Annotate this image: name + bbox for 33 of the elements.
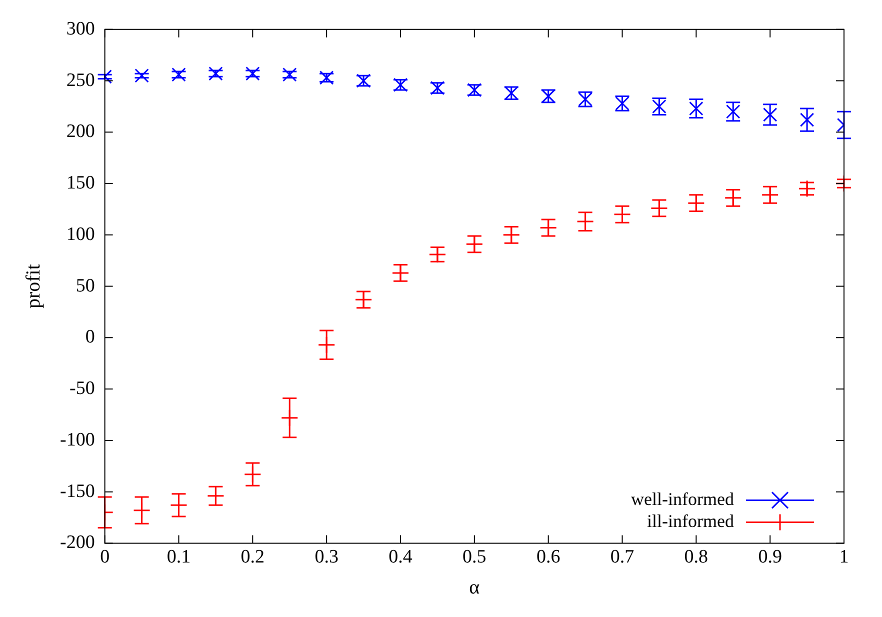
y-tick-label: 250 <box>66 70 95 91</box>
y-tick-label: 300 <box>66 18 95 40</box>
x-tick-label: 0.4 <box>388 546 413 568</box>
x-tick-label: 0.9 <box>758 546 782 568</box>
point <box>762 108 778 122</box>
point <box>282 68 297 82</box>
point <box>800 112 814 127</box>
x-tick-label: 1 <box>839 546 849 568</box>
x-tick-label: 0.3 <box>314 546 338 568</box>
y-tick-label: 150 <box>66 172 95 194</box>
x-tick-label: 0.6 <box>536 546 560 568</box>
x-tick-label: 0 <box>100 546 110 568</box>
y-tick-label: 200 <box>66 121 95 142</box>
x-axis-title: α <box>469 576 480 598</box>
y-tick-label: 0 <box>85 326 95 348</box>
x-tick-label: 0.8 <box>684 546 708 568</box>
x-tick-label: 0.5 <box>462 546 486 568</box>
point <box>208 66 223 81</box>
y-tick-label: -50 <box>70 378 95 400</box>
y-tick-label: 100 <box>66 224 95 245</box>
y-tick-label: -100 <box>60 429 95 450</box>
y-axis-title: profit <box>22 264 44 309</box>
x-tick-label: 0.2 <box>240 546 265 568</box>
x-tick-label: 0.7 <box>610 546 634 568</box>
point <box>134 68 149 83</box>
y-tick-label: 50 <box>76 275 95 296</box>
point <box>246 66 260 81</box>
y-tick-label: -200 <box>60 532 95 554</box>
x-tick-label: 0.1 <box>166 546 191 568</box>
y-tick-label: -150 <box>60 480 95 502</box>
legend-label: ill-informed <box>647 510 734 531</box>
legend-label: well-informed <box>631 488 734 509</box>
point <box>172 68 186 82</box>
